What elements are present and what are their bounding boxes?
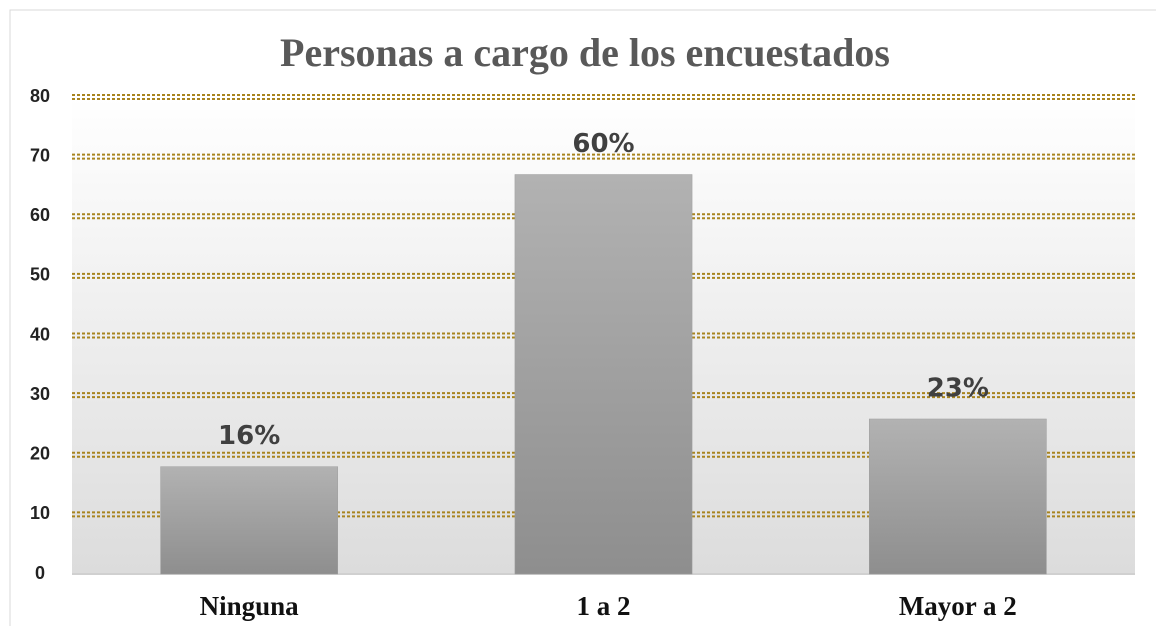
value-label: 60% bbox=[572, 129, 634, 159]
y-tick-label: 70 bbox=[30, 145, 50, 165]
y-tick-label: 40 bbox=[30, 324, 50, 344]
bar bbox=[869, 418, 1047, 575]
value-label: 23% bbox=[927, 373, 989, 403]
y-tick-label: 50 bbox=[30, 265, 50, 285]
frame bbox=[9, 9, 1156, 626]
x-tick-label: Mayor a 2 bbox=[899, 591, 1017, 621]
bar bbox=[514, 174, 693, 575]
bar bbox=[160, 466, 338, 575]
y-tick-label: 0 bbox=[35, 563, 45, 583]
value-label: 16% bbox=[218, 421, 280, 451]
y-tick-label: 30 bbox=[30, 384, 50, 404]
y-tick-label: 20 bbox=[30, 444, 50, 464]
y-tick-label: 60 bbox=[30, 205, 50, 225]
y-tick-label: 80 bbox=[30, 86, 50, 106]
y-tick-label: 10 bbox=[30, 503, 50, 523]
x-tick-label: 1 a 2 bbox=[577, 591, 631, 621]
chart-title: Personas a cargo de los encuestados bbox=[280, 30, 890, 75]
x-tick-label: Ninguna bbox=[200, 591, 300, 621]
